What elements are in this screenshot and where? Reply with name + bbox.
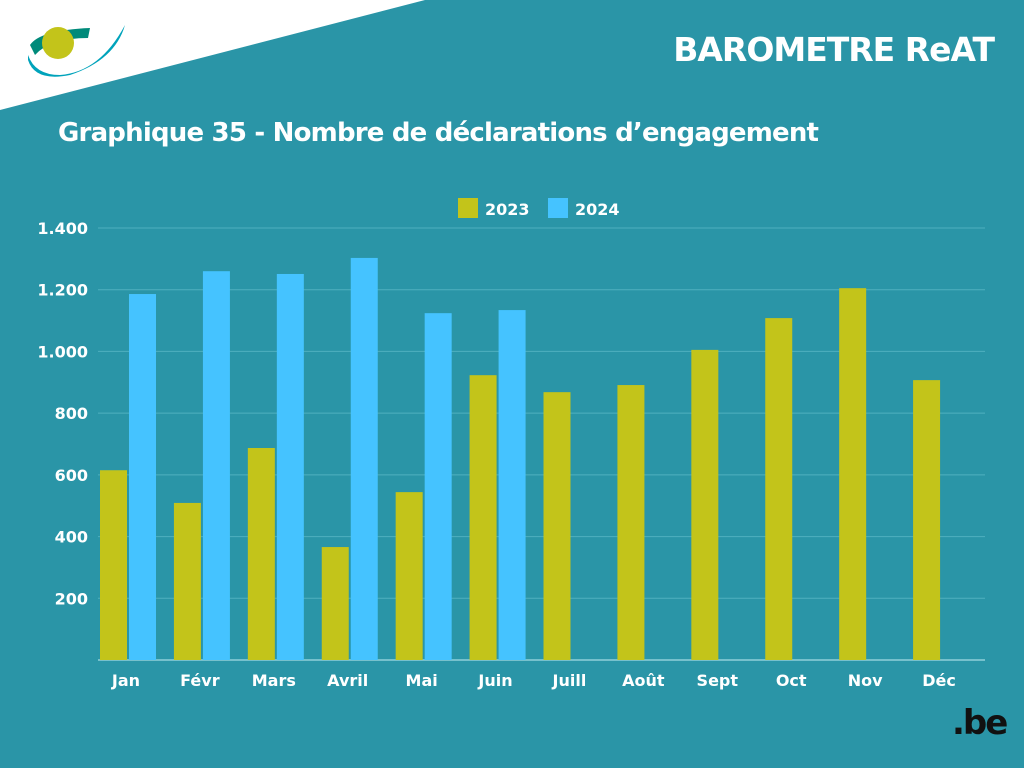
- x-tick-label: Avril: [327, 671, 368, 690]
- bar-2024-Avril: [350, 257, 378, 660]
- bar-2023-Juill: [543, 392, 571, 660]
- bar-2023-Mai: [395, 492, 423, 660]
- bar-2023-Oct: [765, 318, 793, 660]
- logo: [28, 25, 125, 77]
- be-logo: .be: [952, 703, 1008, 743]
- bar-2023-Nov: [839, 288, 867, 660]
- x-tick-label: Jan: [111, 671, 140, 690]
- bar-2024-Févr: [202, 271, 230, 660]
- y-tick-label: 400: [55, 528, 88, 547]
- y-tick-label: 800: [55, 404, 88, 423]
- x-tick-label: Mars: [252, 671, 296, 690]
- legend-swatch-2024: [548, 198, 568, 218]
- y-tick-label: 600: [55, 466, 88, 485]
- legend-label-2023: 2023: [485, 200, 530, 219]
- bar-2024-Mars: [276, 273, 304, 660]
- x-tick-label: Nov: [848, 671, 883, 690]
- bar-2023-Avril: [321, 547, 349, 660]
- bar-2024-Juin: [498, 310, 526, 660]
- legend-swatch-2023: [458, 198, 478, 218]
- bar-2023-Août: [617, 385, 645, 660]
- chart-title: Graphique 35 - Nombre de déclarations d’…: [58, 118, 819, 148]
- y-tick-label: 1.000: [37, 342, 88, 361]
- legend-label-2024: 2024: [575, 200, 620, 219]
- x-tick-label: Juill: [552, 671, 587, 690]
- x-tick-label: Févr: [180, 671, 220, 690]
- x-tick-label: Oct: [776, 671, 807, 690]
- bar-2024-Jan: [129, 294, 156, 660]
- bar-2023-Mars: [247, 448, 275, 660]
- bar-2023-Jan: [100, 470, 127, 660]
- y-tick-label: 1.400: [37, 219, 88, 238]
- bar-2023-Sept: [691, 349, 719, 660]
- x-tick-label: Juin: [477, 671, 512, 690]
- header-title: BAROMETRE ReAT: [673, 30, 995, 69]
- bar-2023-Déc: [913, 380, 941, 660]
- x-tick-label: Août: [622, 671, 665, 690]
- x-tick-label: Sept: [697, 671, 739, 690]
- bar-2023-Juin: [469, 375, 497, 660]
- y-tick-label: 200: [55, 589, 88, 608]
- bar-2023-Févr: [173, 502, 201, 660]
- x-tick-label: Mai: [406, 671, 438, 690]
- x-tick-label: Déc: [922, 671, 956, 690]
- bar-2024-Mai: [424, 313, 452, 660]
- y-tick-label: 1.200: [37, 281, 88, 300]
